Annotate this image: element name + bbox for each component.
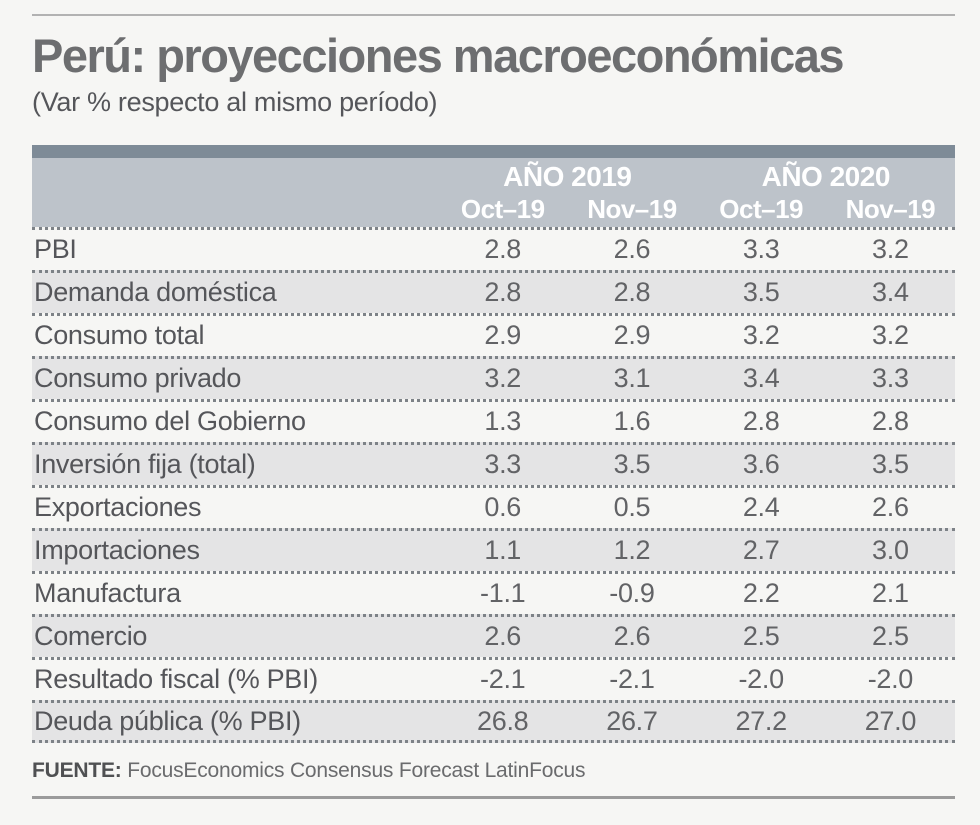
cell-value: -2.0 — [738, 664, 784, 695]
cell-value: 3.3 — [742, 234, 780, 265]
cell-value: 3.5 — [742, 277, 780, 308]
cell-value: 2.1 — [872, 578, 909, 609]
cell-value: 1.2 — [613, 535, 651, 566]
table-row-deuda-publica: Deuda pública (% PBI) 26.8 26.7 27.2 27.… — [32, 699, 955, 743]
row-label: Exportaciones — [34, 492, 202, 523]
page-title: Perú: proyecciones macroeconómicas — [32, 29, 845, 82]
cell-value: 0.6 — [484, 492, 522, 523]
cell-value: 3.6 — [742, 449, 780, 480]
top-divider — [32, 14, 955, 16]
row-label: Resultado fiscal (% PBI) — [34, 664, 318, 695]
cell-value: -2.1 — [609, 664, 655, 695]
table-row-resultado-fiscal: Resultado fiscal (% PBI) -2.1 -2.1 -2.0 … — [32, 656, 955, 700]
table-header-strip — [32, 144, 955, 158]
cell-value: 3.2 — [742, 320, 780, 351]
table-row-consumo-total: Consumo total 2.9 2.9 3.2 3.2 — [32, 312, 955, 356]
cell-value: 3.5 — [613, 449, 651, 480]
cell-value: 3.3 — [872, 363, 909, 394]
cell-value: 27.0 — [864, 705, 917, 736]
row-label: Inversión fija (total) — [34, 449, 256, 480]
infographic-sheet: Perú: proyecciones macroeconómicas (Var … — [0, 14, 980, 825]
table-row-consumo-gobierno: Consumo del Gobierno 1.3 1.6 2.8 2.8 — [32, 398, 955, 442]
column-header-oct19-2020: Oct–19 — [719, 194, 804, 225]
row-label: Consumo privado — [34, 363, 242, 394]
page-subtitle: (Var % respecto al mismo período) — [32, 86, 438, 117]
cell-value: -1.1 — [480, 578, 526, 609]
cell-value: 2.9 — [484, 320, 522, 351]
table-row-comercio: Comercio 2.6 2.6 2.5 2.5 — [32, 613, 955, 657]
cell-value: 2.9 — [613, 320, 651, 351]
cell-value: 2.8 — [613, 277, 651, 308]
cell-value: 1.6 — [613, 406, 651, 437]
bottom-divider — [32, 795, 955, 799]
table-row-exportaciones: Exportaciones 0.6 0.5 2.4 2.6 — [32, 484, 955, 528]
cell-value: 3.2 — [872, 320, 909, 351]
cell-value: 2.8 — [484, 277, 522, 308]
cell-value: 2.8 — [742, 406, 780, 437]
row-label: Comercio — [34, 621, 148, 652]
cell-value: 3.5 — [872, 449, 909, 480]
cell-value: 3.4 — [742, 363, 780, 394]
row-label: Demanda doméstica — [34, 277, 277, 308]
table-row-consumo-privado: Consumo privado 3.2 3.1 3.4 3.3 — [32, 355, 955, 399]
row-label: Consumo total — [34, 320, 205, 351]
cell-value: -2.1 — [480, 664, 526, 695]
projections-table: AÑO 2019 AÑO 2020 Oct–19 Nov–19 Oct–19 N… — [32, 144, 955, 743]
cell-value: 27.2 — [735, 705, 787, 736]
cell-value: -2.0 — [867, 664, 914, 695]
column-header-oct19-2019: Oct–19 — [460, 194, 545, 225]
cell-value: 2.8 — [872, 406, 909, 437]
cell-value: 3.4 — [872, 277, 909, 308]
cell-value: 26.7 — [606, 705, 658, 736]
cell-value: 3.2 — [872, 234, 909, 265]
cell-value: 0.5 — [613, 492, 651, 523]
cell-value: 2.5 — [872, 621, 909, 652]
cell-value: 3.3 — [484, 449, 522, 480]
cell-value: 1.1 — [484, 535, 522, 566]
table-row-inversion-fija: Inversión fija (total) 3.3 3.5 3.6 3.5 — [32, 441, 955, 485]
cell-value: -0.9 — [609, 578, 655, 609]
row-label: Manufactura — [34, 578, 181, 609]
cell-value: 3.0 — [872, 535, 909, 566]
column-header-nov19-2020: Nov–19 — [845, 194, 936, 225]
cell-value: 3.1 — [613, 363, 651, 394]
cell-value: 1.3 — [484, 406, 522, 437]
table-row-pbi: PBI 2.8 2.6 3.3 3.2 — [32, 226, 955, 270]
row-label: Consumo del Gobierno — [34, 406, 306, 437]
cell-value: 2.6 — [484, 621, 522, 652]
cell-value: 2.6 — [613, 234, 651, 265]
year-group-row: AÑO 2019 AÑO 2020 — [32, 158, 955, 193]
table-row-importaciones: Importaciones 1.1 1.2 2.7 3.0 — [32, 527, 955, 571]
table-row-manufactura: Manufactura -1.1 -0.9 2.2 2.1 — [32, 570, 955, 614]
cell-value: 3.2 — [484, 363, 522, 394]
cell-value: 2.2 — [742, 578, 780, 609]
source-label: FUENTE: — [32, 758, 122, 782]
cell-value: 2.5 — [742, 621, 780, 652]
cell-value: 26.8 — [477, 705, 529, 736]
year-group-2020: AÑO 2020 — [761, 160, 891, 192]
source-text: FocusEconomics Consensus Forecast LatinF… — [127, 758, 586, 782]
column-header-nov19-2019: Nov–19 — [587, 194, 677, 225]
cell-value: 2.7 — [742, 535, 780, 566]
row-label: PBI — [34, 234, 77, 265]
cell-value: 2.4 — [742, 492, 780, 523]
cell-value: 2.6 — [613, 621, 651, 652]
cell-value: 2.8 — [484, 234, 522, 265]
table-header: AÑO 2019 AÑO 2020 Oct–19 Nov–19 Oct–19 N… — [32, 157, 955, 227]
row-label: Deuda pública (% PBI) — [34, 705, 301, 736]
column-header-row: Oct–19 Nov–19 Oct–19 Nov–19 — [32, 193, 955, 227]
source-line: FUENTE: FocusEconomics Consensus Forecas… — [32, 759, 955, 783]
table-row-demanda-domestica: Demanda doméstica 2.8 2.8 3.5 3.4 — [32, 269, 955, 313]
row-label: Importaciones — [34, 535, 200, 566]
cell-value: 2.6 — [872, 492, 909, 523]
year-group-2019: AÑO 2019 — [503, 160, 632, 192]
